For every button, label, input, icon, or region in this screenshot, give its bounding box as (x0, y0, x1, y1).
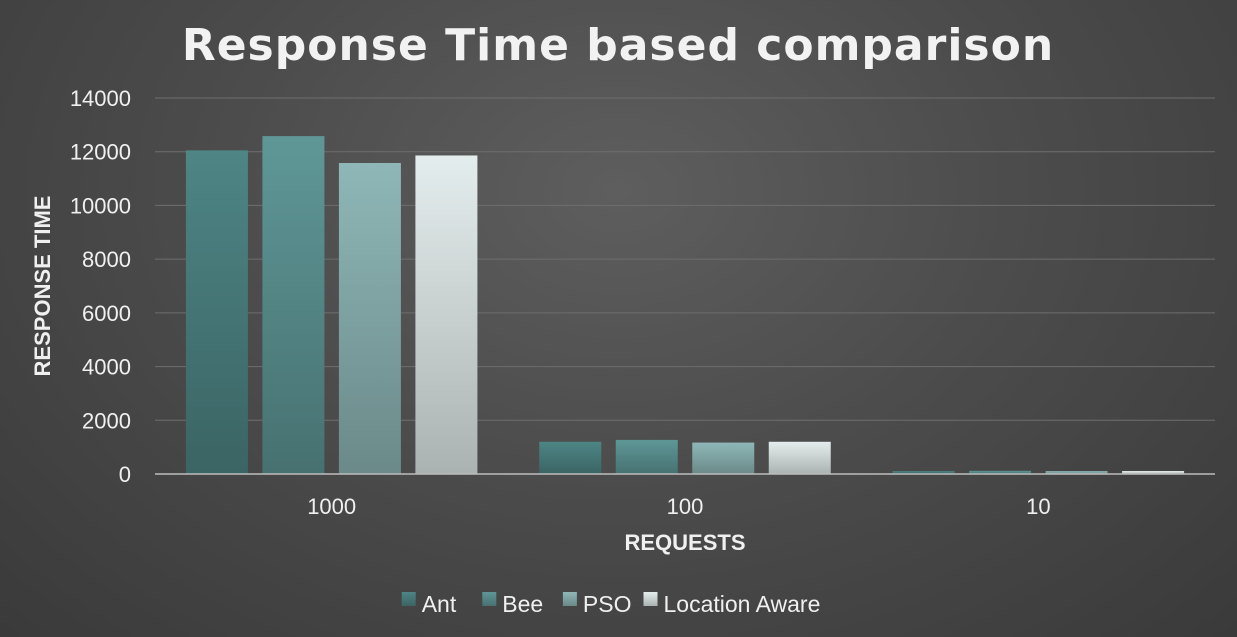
y-tick-label: 6000 (82, 301, 131, 326)
bar-pso-100 (692, 442, 755, 474)
legend-marker-bee (482, 592, 497, 606)
y-tick-label: 2000 (82, 408, 131, 433)
y-tick-label: 10000 (70, 193, 131, 218)
legend-marker-pso (562, 592, 577, 606)
bar-pso-1000 (338, 162, 401, 474)
legend: Ant Bee PSO Location Aware (401, 591, 821, 617)
bar-ant-100 (539, 441, 602, 474)
y-axis-ticks: 0 2000 4000 6000 8000 10000 12000 14000 (70, 86, 131, 487)
y-tick-label: 4000 (82, 355, 131, 380)
x-tick-label: 100 (667, 494, 704, 519)
y-tick-label: 12000 (70, 140, 131, 165)
y-tick-label: 0 (119, 462, 131, 487)
x-tick-label: 10 (1026, 494, 1050, 519)
chart-title: Response Time based comparison (182, 20, 1054, 71)
legend-label: Location Aware (664, 591, 821, 617)
bar-location-aware-1000 (415, 155, 478, 474)
bar-bee-100 (615, 439, 678, 474)
bar-location-aware-10 (1122, 470, 1185, 474)
bar-ant-10 (892, 471, 955, 474)
legend-label: PSO (583, 591, 632, 617)
y-axis-title: RESPONSE TIME (30, 196, 55, 377)
bars (185, 136, 1185, 474)
bar-ant-1000 (185, 150, 248, 474)
legend-label: Bee (502, 591, 543, 617)
bar-bee-1000 (262, 136, 325, 474)
x-axis-title: REQUESTS (624, 530, 745, 555)
legend-marker-ant (401, 592, 416, 606)
y-tick-label: 14000 (70, 86, 131, 111)
x-tick-label: 1000 (307, 494, 356, 519)
grid-lines (155, 97, 1215, 421)
legend-marker-location-aware (643, 592, 658, 606)
bar-location-aware-100 (768, 441, 831, 474)
legend-label: Ant (422, 591, 457, 617)
bar-pso-10 (1045, 471, 1108, 474)
y-tick-label: 8000 (82, 247, 131, 272)
x-axis-ticks: 1000 100 10 (307, 494, 1050, 519)
bar-bee-10 (969, 470, 1032, 474)
